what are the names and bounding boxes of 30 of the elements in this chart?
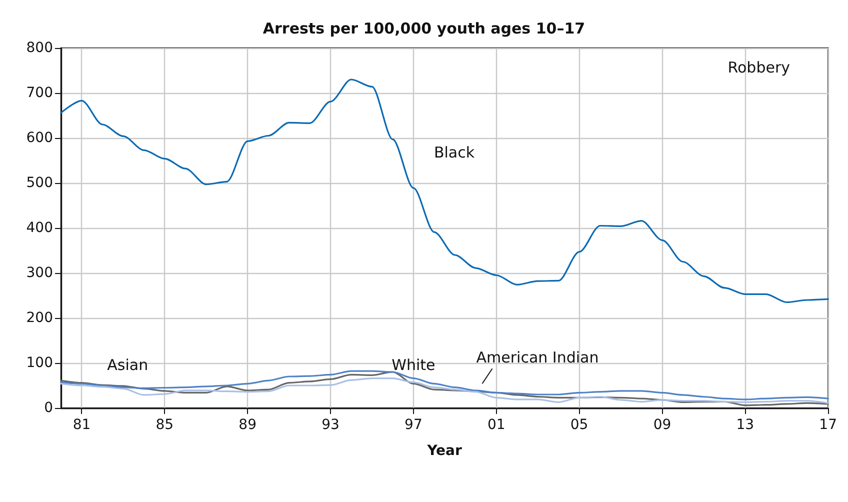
- text: Black: [434, 143, 475, 162]
- y-tick-label: 400: [26, 220, 53, 236]
- series-label: American Indian: [476, 348, 599, 367]
- y-tick-label: 300: [26, 265, 53, 281]
- x-tick-label: 97: [404, 417, 422, 433]
- y-tick-label: 500: [26, 175, 53, 191]
- x-tick-label: 89: [238, 417, 257, 433]
- x-tick-label: 01: [487, 417, 506, 433]
- y-tick-label: 700: [26, 85, 53, 101]
- x-tick-label: 81: [72, 417, 91, 433]
- annotation: Robbery: [728, 58, 790, 76]
- x-tick-label: 09: [653, 417, 672, 433]
- y-tick-label: 200: [26, 310, 53, 326]
- line-series: [60, 371, 829, 406]
- y-tick-label: 100: [26, 355, 53, 371]
- line-series: [60, 378, 829, 404]
- x-axis-title: Year: [426, 443, 462, 459]
- x-tick-label: 13: [736, 417, 754, 433]
- line-series: [60, 78, 829, 304]
- series-label: White: [392, 356, 436, 374]
- x-tick-label: 93: [322, 417, 340, 433]
- y-tick-label: 0: [44, 400, 53, 416]
- x-tick-label: 85: [156, 417, 174, 433]
- y-tick-label: 600: [26, 130, 53, 146]
- y-tick-label: 800: [26, 40, 53, 56]
- x-tick-label: 17: [819, 417, 838, 433]
- series-label: Asian: [107, 356, 148, 374]
- chart-title: Arrests per 100,000 youth ages 10–17: [262, 20, 586, 38]
- line-series: [60, 370, 829, 400]
- x-tick-label: 05: [570, 417, 588, 433]
